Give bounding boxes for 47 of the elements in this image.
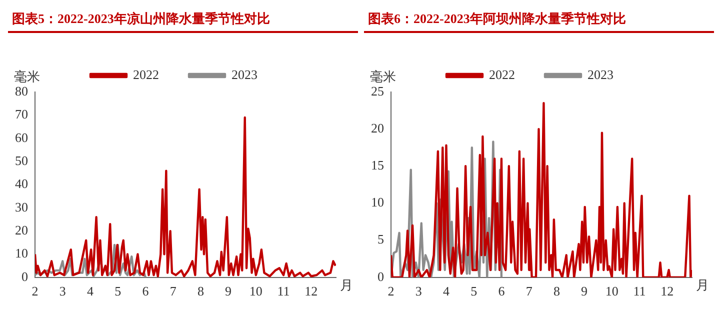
y-tick-label: 10 — [15, 246, 28, 261]
x-tick-label: 12 — [304, 284, 318, 299]
legend-label: 2022 — [133, 66, 159, 82]
y-tick-label: 0 — [22, 268, 28, 284]
x-tick-label: 7 — [526, 284, 533, 299]
x-tick-label: 3 — [415, 284, 422, 299]
x-tick-label: 5 — [470, 284, 478, 299]
x-tick-label: 9 — [225, 284, 232, 299]
y-tick-label: 70 — [15, 106, 28, 122]
y-tick-label: 5 — [378, 232, 384, 247]
x-tick-label: 2 — [388, 284, 394, 299]
x-tick-label: 4 — [86, 284, 94, 299]
x-tick-label: 6 — [142, 284, 150, 299]
y-tick-label: 0 — [378, 268, 384, 284]
legend-label: 2023 — [232, 66, 258, 82]
x-tick-label: 10 — [249, 284, 262, 299]
y-tick-label: 40 — [15, 176, 28, 192]
x-tick-label: 11 — [633, 284, 646, 299]
x-tick-label: 12 — [660, 284, 674, 299]
y-tick-label: 60 — [15, 130, 28, 145]
x-tick-label: 8 — [553, 284, 560, 299]
chart-title: 图表6：2022-2023年阿坝州降水量季节性对比 — [364, 8, 714, 33]
x-tick-label: 8 — [197, 284, 204, 299]
x-axis-title: 月 — [696, 277, 709, 292]
y-tick-label: 30 — [15, 199, 28, 214]
x-tick-label: 9 — [581, 284, 588, 299]
x-axis-title: 月 — [340, 277, 353, 292]
legend-label: 2022 — [489, 66, 515, 82]
y-tick-label: 20 — [371, 120, 384, 136]
x-tick-label: 3 — [59, 284, 66, 299]
x-tick-label: 4 — [442, 284, 450, 299]
y-axis-title: 毫米 — [370, 68, 396, 84]
y-tick-label: 15 — [371, 158, 384, 173]
x-tick-label: 7 — [170, 284, 177, 299]
x-tick-label: 5 — [114, 284, 122, 299]
y-tick-label: 20 — [15, 222, 28, 238]
y-axis-title: 毫米 — [14, 68, 40, 84]
x-tick-label: 2 — [32, 284, 38, 299]
x-tick-label: 10 — [605, 284, 618, 299]
y-tick-label: 25 — [371, 83, 384, 98]
y-tick-label: 10 — [371, 194, 384, 210]
y-tick-label: 50 — [15, 152, 28, 168]
legend-label: 2023 — [588, 66, 614, 82]
x-tick-label: 6 — [498, 284, 506, 299]
chart-title: 图表5：2022-2023年凉山州降水量季节性对比 — [8, 8, 358, 33]
y-tick-label: 80 — [15, 83, 28, 98]
x-tick-label: 11 — [277, 284, 290, 299]
